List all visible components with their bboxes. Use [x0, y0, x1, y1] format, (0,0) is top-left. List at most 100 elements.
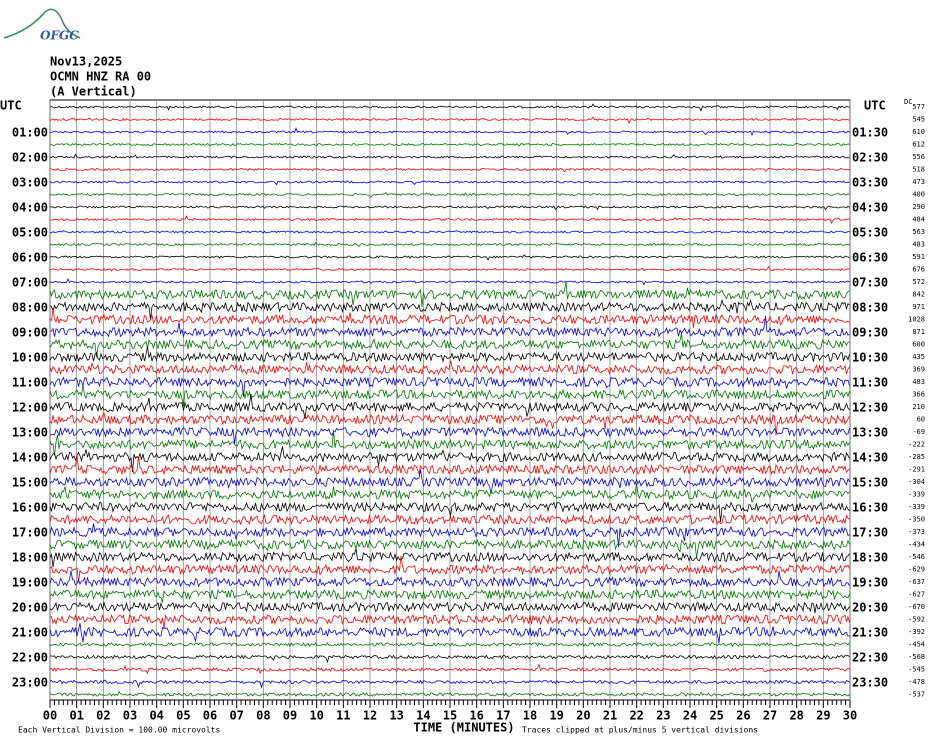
x-tick-label: 26 — [736, 709, 750, 723]
dc-offset: 842 — [912, 291, 925, 299]
dc-offset: 556 — [912, 153, 925, 161]
right-time-label: 17:30 — [852, 526, 888, 540]
left-time-label: 04:00 — [12, 201, 48, 215]
dc-offset: 435 — [912, 353, 925, 361]
right-time-label: 02:30 — [852, 151, 888, 165]
x-tick-label: 02 — [96, 709, 110, 723]
right-time-label: 23:30 — [852, 676, 888, 690]
dc-offset: -304 — [908, 478, 925, 486]
x-tick-label: 29 — [816, 709, 830, 723]
dc-offset: -434 — [908, 541, 925, 549]
x-tick-label: 05 — [176, 709, 190, 723]
right-time-label: 05:30 — [852, 226, 888, 240]
x-tick-label: 23 — [656, 709, 670, 723]
dc-offset: 612 — [912, 141, 925, 149]
left-time-label: 21:00 — [12, 626, 48, 640]
footer-clip: Traces clipped at plus/minus 5 vertical … — [522, 726, 758, 735]
left-time-label: 12:00 — [12, 401, 48, 415]
dc-offset: 473 — [912, 178, 925, 186]
header-component: (A Vertical) — [50, 85, 137, 99]
left-time-label: 20:00 — [12, 601, 48, 615]
right-time-label: 16:30 — [852, 501, 888, 515]
right-time-label: 11:30 — [852, 376, 888, 390]
footer-scale: Each Vertical Division = 100.00 microvol… — [18, 726, 220, 735]
x-tick-label: 10 — [309, 709, 323, 723]
dc-offset: -478 — [908, 678, 925, 686]
left-time-label: 07:00 — [12, 276, 48, 290]
x-tick-label: 01 — [69, 709, 83, 723]
left-time-label: 14:00 — [12, 451, 48, 465]
x-tick-label: 22 — [629, 709, 643, 723]
offsets-title: DC — [904, 98, 912, 106]
x-tick-label: 21 — [603, 709, 617, 723]
x-tick-label: 03 — [123, 709, 137, 723]
right-time-label: 18:30 — [852, 551, 888, 565]
dc-offset: -339 — [908, 503, 925, 511]
dc-offset: -454 — [908, 641, 925, 649]
dc-offset: 290 — [912, 203, 925, 211]
left-time-label: 09:00 — [12, 326, 48, 340]
dc-offset: 971 — [912, 303, 925, 311]
dc-offset: 545 — [912, 116, 925, 124]
x-tick-label: 04 — [149, 709, 163, 723]
left-time-label: 23:00 — [12, 676, 48, 690]
logo: OFGC — [40, 29, 79, 43]
right-time-label: 15:30 — [852, 476, 888, 490]
right-time-label: 20:30 — [852, 601, 888, 615]
dc-offset: 210 — [912, 403, 925, 411]
right-time-label: 09:30 — [852, 326, 888, 340]
header-date: Nov13,2025 — [50, 55, 122, 69]
right-time-label: 14:30 — [852, 451, 888, 465]
x-tick-label: 25 — [709, 709, 723, 723]
right-time-label: 19:30 — [852, 576, 888, 590]
left-time-label: 22:00 — [12, 651, 48, 665]
left-time-label: 18:00 — [12, 551, 48, 565]
x-tick-label: 19 — [549, 709, 563, 723]
dc-offset: 400 — [912, 191, 925, 199]
x-tick-label: 18 — [523, 709, 537, 723]
left-time-label: 15:00 — [12, 476, 48, 490]
left-time-label: 19:00 — [12, 576, 48, 590]
dc-offset: 1028 — [908, 316, 925, 324]
right-time-label: 03:30 — [852, 176, 888, 190]
dc-offset: -222 — [908, 441, 925, 449]
x-tick-label: 00 — [43, 709, 57, 723]
x-tick-label: 09 — [283, 709, 297, 723]
dc-offset: -285 — [908, 453, 925, 461]
dc-offset: -627 — [908, 591, 925, 599]
dc-offset: -568 — [908, 653, 925, 661]
dc-offset: 610 — [912, 128, 925, 136]
dc-offset: 600 — [912, 341, 925, 349]
left-time-label: 01:00 — [12, 126, 48, 140]
dc-offset: 518 — [912, 166, 925, 174]
dc-offset: -291 — [908, 466, 925, 474]
dc-offset: -69 — [912, 428, 925, 436]
left-time-label: 13:00 — [12, 426, 48, 440]
dc-offset: 484 — [912, 216, 925, 224]
dc-offset: -546 — [908, 553, 925, 561]
dc-offset: -350 — [908, 516, 925, 524]
header-station: OCMN HNZ RA 00 — [50, 70, 151, 84]
left-time-label: 06:00 — [12, 251, 48, 265]
dc-offset: -537 — [908, 691, 925, 699]
right-time-label: 01:30 — [852, 126, 888, 140]
dc-offset: -339 — [908, 491, 925, 499]
right-axis-title: UTC — [864, 99, 886, 113]
dc-offset: 366 — [912, 391, 925, 399]
x-axis-title: TIME (MINUTES) — [413, 721, 514, 735]
dc-offset: -629 — [908, 566, 925, 574]
right-time-label: 22:30 — [852, 651, 888, 665]
x-tick-label: 06 — [203, 709, 217, 723]
left-axis-title: UTC — [0, 99, 22, 113]
dc-offset: 369 — [912, 366, 925, 374]
right-time-label: 10:30 — [852, 351, 888, 365]
right-time-label: 06:30 — [852, 251, 888, 265]
left-time-label: 05:00 — [12, 226, 48, 240]
dc-offset: 871 — [912, 328, 925, 336]
dc-offset: 483 — [912, 378, 925, 386]
left-time-label: 08:00 — [12, 301, 48, 315]
right-time-label: 13:30 — [852, 426, 888, 440]
dc-offset: 676 — [912, 266, 925, 274]
dc-offset: -545 — [908, 666, 925, 674]
right-time-label: 07:30 — [852, 276, 888, 290]
